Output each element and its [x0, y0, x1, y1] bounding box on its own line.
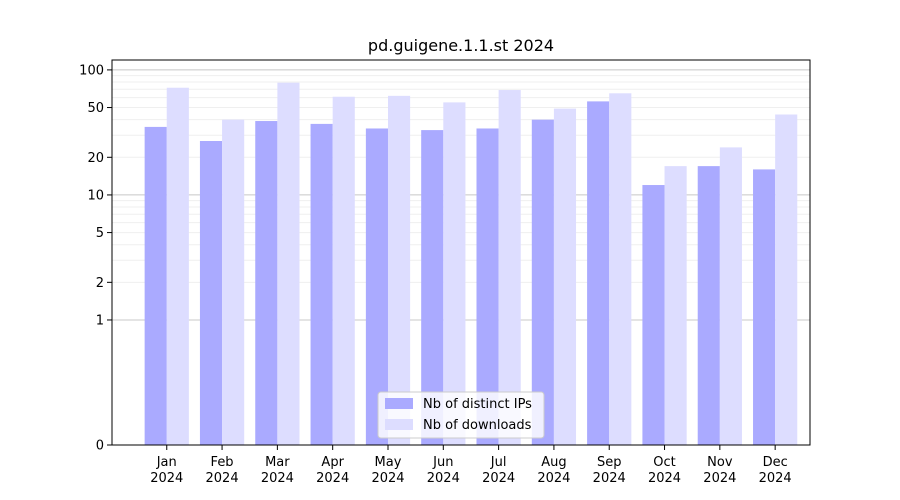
bar-distinct-ips	[365, 128, 388, 445]
bar-downloads	[553, 108, 577, 445]
bar-distinct-ips	[144, 126, 167, 446]
bar-downloads	[498, 90, 521, 446]
bar-distinct-ips	[753, 169, 776, 445]
bar-distinct-ips	[531, 119, 554, 446]
x-tick-label-month: Jul	[490, 455, 507, 470]
x-tick-label-year: 2024	[703, 471, 736, 486]
x-tick-label-month: Apr	[321, 455, 344, 470]
x-tick-label-month: Feb	[211, 455, 234, 470]
x-tick-label-month: Oct	[653, 455, 675, 470]
x-tick-label-month: Sep	[597, 455, 622, 470]
y-tick-label: 0	[96, 439, 104, 454]
x-tick-label-year: 2024	[316, 471, 349, 486]
x-tick-label-year: 2024	[537, 471, 570, 486]
bar-distinct-ips	[697, 166, 720, 445]
y-tick-label: 1	[96, 313, 104, 328]
x-tick-label-month: Jun	[432, 455, 453, 470]
bar-downloads	[222, 119, 245, 446]
bar-distinct-ips	[587, 101, 610, 445]
x-tick-label-year: 2024	[648, 471, 681, 486]
x-tick-label-year: 2024	[427, 471, 460, 486]
x-tick-label-year: 2024	[261, 471, 294, 486]
legend-box	[377, 391, 545, 439]
bars-layer	[144, 82, 798, 446]
bar-downloads	[387, 95, 411, 446]
x-tick-label-month: Jan	[156, 455, 177, 470]
x-tick-label-year: 2024	[371, 471, 404, 486]
legend: Nb of distinct IPs Nb of downloads	[377, 391, 545, 439]
bar-distinct-ips	[310, 123, 333, 445]
y-tick-label: 2	[96, 276, 104, 291]
bar-downloads	[664, 166, 687, 445]
x-tick-label-month: Aug	[541, 455, 566, 470]
bar-downloads	[332, 96, 355, 445]
chart-title: pd.guigene.1.1.st 2024	[368, 36, 554, 55]
x-tick-label-month: Nov	[707, 455, 733, 470]
legend-swatch-downloads	[385, 419, 413, 430]
bar-downloads	[277, 82, 300, 445]
bar-distinct-ips	[199, 140, 223, 445]
bar-downloads	[775, 114, 798, 445]
y-tick-label: 50	[87, 101, 104, 116]
x-tick-label-year: 2024	[759, 471, 792, 486]
x-tick-label-year: 2024	[593, 471, 626, 486]
bar-distinct-ips	[476, 128, 499, 445]
bar-distinct-ips	[642, 185, 665, 445]
legend-label-distinct-ips: Nb of distinct IPs	[423, 397, 532, 412]
x-tick-label-month: Mar	[265, 455, 290, 470]
x-tick-label-year: 2024	[150, 471, 183, 486]
x-tick-label-month: Dec	[763, 455, 788, 470]
bar-downloads	[719, 147, 742, 446]
axis-layer: 0125102050100Jan2024Feb2024Mar2024Apr202…	[79, 63, 792, 486]
y-tick-label: 100	[79, 63, 104, 78]
bar-distinct-ips	[421, 130, 444, 445]
bar-downloads	[609, 93, 632, 446]
x-tick-label-year: 2024	[206, 471, 239, 486]
legend-label-downloads: Nb of downloads	[423, 418, 532, 433]
plot-frame	[111, 59, 811, 446]
bar-downloads	[166, 87, 189, 445]
y-tick-label: 20	[87, 151, 104, 166]
x-tick-label-year: 2024	[482, 471, 515, 486]
bar-downloads	[443, 102, 466, 445]
bar-distinct-ips	[255, 121, 278, 446]
x-tick-label-month: May	[375, 455, 402, 470]
y-tick-label: 5	[96, 226, 104, 241]
legend-swatch-distinct-ips	[385, 398, 413, 409]
y-tick-label: 10	[87, 188, 104, 203]
